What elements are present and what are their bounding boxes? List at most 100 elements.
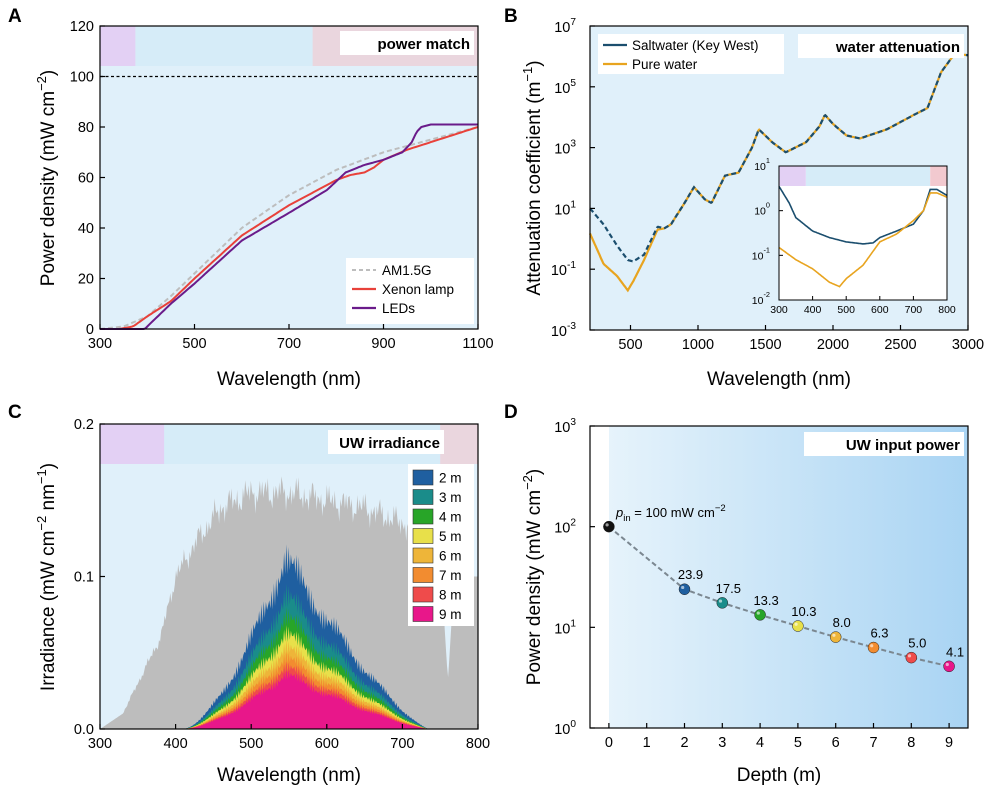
panel-b-water-attenuation: B 500 1000 1500 2000 2500 3000 10-3 10-1 101 103 1… (504, 6, 984, 390)
legend-swatch-4m (412, 508, 434, 525)
series-line-leds (100, 123, 478, 330)
inset-band-0 (779, 166, 806, 186)
inset-plot-area (779, 166, 947, 300)
data-point (754, 609, 766, 621)
legend-label-4m: 4 m (439, 510, 462, 525)
y-tick-label: 120 (70, 19, 94, 35)
x-tick-label: 500 (618, 337, 642, 353)
x-tick-label: 1 (643, 735, 651, 751)
legend-label-5m: 5 m (439, 529, 462, 544)
x-tick-label: 500 (239, 736, 263, 752)
legend-label-2m: 2 m (439, 471, 462, 486)
depth-layer-9m (183, 669, 429, 729)
chart-title-c: UW irradiance (339, 435, 440, 452)
inset-line-saltwater-key-west- (778, 185, 948, 245)
series-c (100, 476, 478, 729)
x-tick-label: 700 (277, 336, 301, 352)
legend-label-leds: LEDs (382, 301, 415, 316)
data-point-highlight (832, 633, 836, 637)
x-tick-label: 600 (315, 736, 339, 752)
x-tick-label: 800 (466, 736, 490, 752)
data-point (867, 641, 880, 654)
x-tick-label: 1500 (749, 337, 781, 353)
data-point-highlight (945, 662, 949, 667)
panel-a-power-match: A 300 500 700 900 1100 0 20 40 60 80 100 120 power … (8, 6, 494, 390)
axes-frame-d (589, 425, 969, 729)
legend-label-6m: 6 m (439, 549, 462, 564)
y-tick-label: 103 (554, 139, 576, 158)
panel-letter-b: B (504, 6, 518, 27)
inset-x-tick-label: 500 (837, 304, 855, 316)
inset-band-2 (930, 166, 947, 186)
inset-x-tick-label: 700 (905, 304, 923, 316)
inset-x-tick-label: 300 (770, 304, 788, 316)
data-label: 6.3 (870, 626, 888, 641)
legend-swatch-7m (412, 567, 434, 583)
inset-series (778, 185, 948, 288)
ticks-a: 300 500 700 900 1100 0 20 40 60 80 100 120 (70, 19, 494, 352)
y-tick-label: 0.1 (74, 570, 94, 586)
inset-line-pure-water (778, 192, 948, 288)
x-tick-label: 8 (907, 735, 915, 751)
inset-y-tick-label: 101 (754, 156, 770, 173)
inset-y-tick-label: 10-1 (752, 245, 770, 262)
x-tick-label: 300 (88, 336, 112, 352)
y-tick-label: 102 (554, 518, 576, 537)
y-tick-label: 10-3 (551, 321, 577, 340)
x-tick-label: 9 (945, 735, 953, 751)
data-point (792, 620, 804, 632)
x-tick-label: 700 (390, 736, 414, 752)
y-axis-label-c: Irradiance (mW cm−2 nm−1) (34, 463, 59, 691)
y-tick-label: 80 (78, 120, 94, 136)
data-label: 23.9 (678, 567, 703, 582)
data-point-highlight (907, 654, 912, 658)
data-point-highlight (756, 611, 760, 615)
band-a-1 (135, 26, 313, 66)
legend-label-am15g: AM1.5G (382, 263, 432, 278)
data-point (905, 651, 918, 664)
ticks-b: 500 1000 1500 2000 2500 3000 10-3 10-1 101 103 105… (551, 17, 984, 353)
legend-b: Saltwater (Key West) Pure water (598, 34, 784, 74)
depth-gradient (609, 426, 968, 728)
inset-b: 300 400 500 600 700 800 10-2 10-1 100 101 (752, 156, 956, 316)
data-label: 5.0 (908, 636, 926, 651)
title-box-d (804, 432, 964, 456)
inset-y-tick-label: 100 (754, 201, 770, 218)
legend-swatch-9m (412, 606, 434, 622)
data-point-highlight (681, 585, 685, 590)
axes-frame-b (589, 25, 969, 331)
legend-label-3m: 3 m (439, 490, 462, 505)
series-d: 23.9 17.5 13.3 10.3 8.0 6.3 5.0 4.1 (603, 520, 964, 673)
y-tick-label: 60 (78, 171, 94, 187)
y-tick-label: 103 (554, 417, 576, 436)
y-axis-label-d: Power density (mW cm−2) (520, 469, 545, 685)
data-point-highlight (794, 622, 798, 626)
panel-d-uw-input-power: D 23.9 17.5 13.3 10.3 8.0 6.3 5.0 4.1 0 1 2 3 4 5 6 7 8… (504, 402, 969, 786)
data-point-highlight (605, 523, 609, 527)
inset-x-tick-label: 600 (871, 304, 889, 316)
x-tick-label: 900 (371, 336, 395, 352)
x-tick-label: 7 (869, 735, 877, 751)
inset-x-tick-label: 400 (804, 304, 822, 316)
series-line-saltwater-key-west- (589, 52, 968, 263)
x-tick-label: 4 (756, 735, 764, 751)
x-axis-label-d: Depth (m) (737, 765, 821, 786)
x-tick-label: 3000 (952, 337, 984, 353)
band-c-0 (100, 424, 165, 464)
data-label: 17.5 (716, 581, 741, 596)
x-tick-label: 2000 (817, 337, 849, 353)
x-tick-label: 1100 (462, 336, 493, 352)
y-tick-label: 100 (70, 70, 94, 86)
x-tick-label: 2 (680, 735, 688, 751)
panel-c-uw-irradiance: C 300 400 500 600 700 800 0.0 0.1 0.2 UW irradia… (8, 402, 490, 786)
legend-label-9m: 9 m (439, 607, 462, 622)
series-a (99, 123, 479, 330)
inset-ticks: 300 400 500 600 700 800 10-2 10-1 100 101 (752, 156, 956, 316)
chart-title-d: UW input power (846, 437, 960, 454)
data-point (943, 660, 955, 673)
ticks-d: 0 1 2 3 4 5 6 7 8 9 100 101 102 103 (554, 417, 953, 751)
chart-title-b: water attenuation (835, 39, 960, 56)
title-box-a (340, 31, 474, 55)
data-label: 10.3 (791, 604, 816, 619)
data-point (603, 520, 615, 533)
